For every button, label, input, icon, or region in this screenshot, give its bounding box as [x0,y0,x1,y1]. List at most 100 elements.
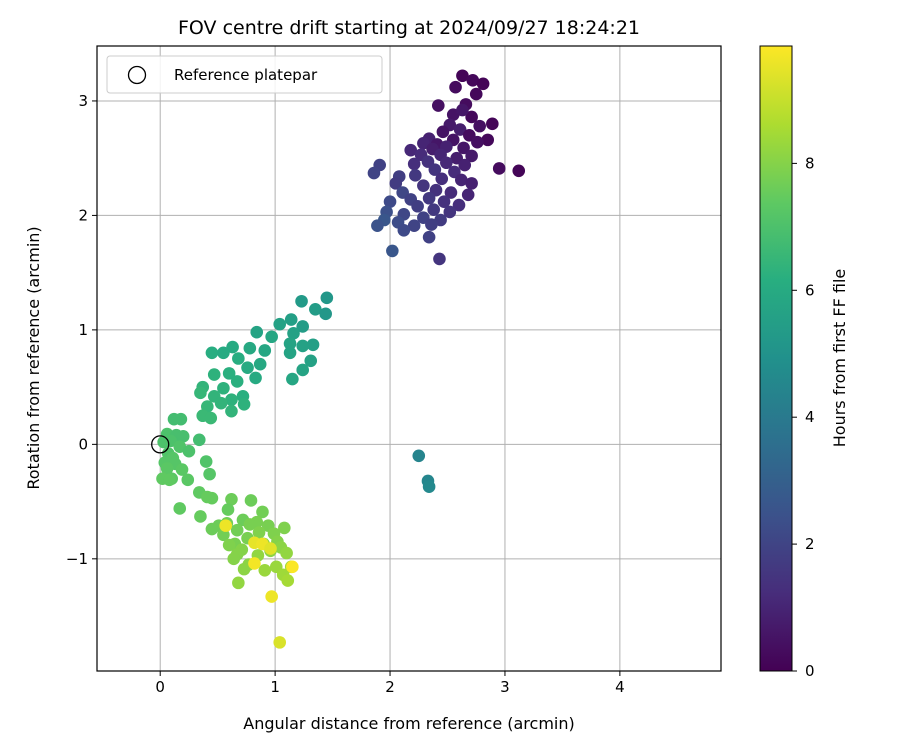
data-point [481,133,495,147]
data-point [174,412,188,426]
data-point [284,313,298,326]
data-point [258,563,272,577]
x-axis-ticks: 0 1 2 3 4 [155,671,625,696]
data-point [296,363,310,377]
data-point [473,119,486,133]
data-point [304,354,318,368]
colorbar-tick-label: 8 [805,154,815,172]
data-point [253,357,267,371]
data-point [320,291,334,305]
data-point [409,169,422,182]
data-point [422,230,436,244]
data-point [389,177,403,190]
data-point [199,455,213,468]
data-point [173,502,187,515]
data-point [265,330,278,344]
data-point [249,371,262,385]
data-point [295,294,308,308]
data-point [456,103,469,117]
data-point [417,136,430,150]
data-point [411,199,424,213]
x-tick-label: 2 [385,678,395,696]
data-point [397,223,411,237]
data-point [252,526,266,539]
y-tick-label: 3 [78,92,88,110]
data-point [227,552,241,566]
chart-title: FOV centre drift starting at 2024/09/27 … [178,17,640,39]
data-point [225,492,238,506]
data-point [273,317,287,331]
data-point [296,320,310,333]
data-point [287,327,300,340]
colorbar-tick-label: 6 [805,281,815,299]
data-point [175,463,189,476]
data-point [241,361,254,374]
data-point [407,219,421,233]
x-tick-label: 3 [500,678,510,696]
data-point [383,195,397,208]
data-point [437,195,451,208]
data-point [471,135,484,149]
data-point [371,219,384,233]
y-axis-ticks: −1 0 1 2 3 [66,92,97,568]
data-point [461,188,475,202]
data-point [465,110,478,124]
data-point [444,186,458,199]
data-point [465,149,478,163]
data-point [404,143,418,157]
legend-marker-icon [127,65,147,85]
data-point [280,546,293,560]
data-point [265,590,278,603]
data-point [281,574,295,587]
data-point [458,158,472,172]
data-point [243,518,257,531]
y-tick-label: 1 [78,321,88,339]
data-point [207,368,221,381]
reference-platepar-marker [151,435,170,454]
data-point [512,164,526,178]
data-point [449,80,462,94]
data-point [214,396,228,410]
colorbar-gradient [759,45,793,672]
legend-label: Reference platepar [174,66,318,84]
data-point [422,191,436,205]
data-point [225,393,238,407]
data-point [226,340,239,354]
data-point [221,503,235,516]
data-point [225,404,238,418]
data-point [192,433,206,447]
data-point [428,163,442,176]
data-point [176,430,190,443]
data-point [386,244,399,258]
data-point [230,523,244,537]
data-point [436,125,450,139]
data-point [296,339,310,353]
data-point [412,449,426,463]
data-point [201,490,214,504]
data-points [156,69,526,649]
data-point [194,510,207,523]
data-point [264,542,277,555]
data-point [217,381,230,395]
data-point [258,344,272,357]
data-point [244,494,258,507]
data-point [492,162,506,175]
data-point [256,505,269,519]
data-point [452,198,466,212]
data-point [232,352,245,365]
data-point [248,557,261,570]
data-point [163,473,176,487]
data-point [222,538,236,552]
reference-marker-group [151,435,170,454]
colorbar-ticks: 0 2 4 6 8 [792,154,815,680]
data-point [283,337,297,350]
data-point [219,519,233,532]
colorbar-label: Hours from first FF file [830,269,849,448]
x-tick-label: 4 [615,678,625,696]
data-point [194,386,207,400]
grid-lines [97,46,721,671]
data-point [205,522,219,536]
x-tick-label: 1 [270,678,280,696]
data-point [432,99,445,112]
